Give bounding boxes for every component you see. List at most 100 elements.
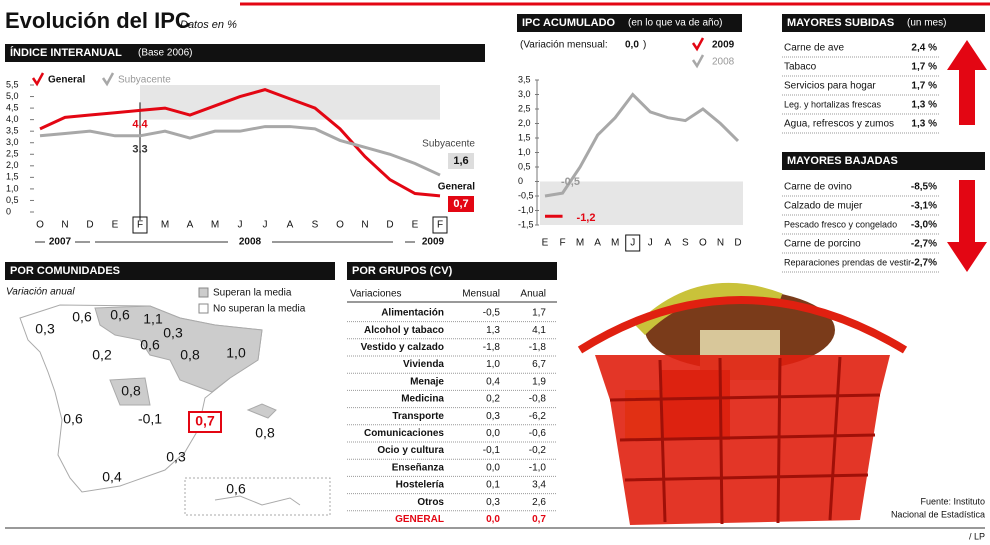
y-tick-label: 2,5 bbox=[518, 103, 531, 113]
region-value: 0,8 bbox=[180, 347, 200, 363]
list-label: Tabaco bbox=[784, 62, 817, 73]
row-label: Vivienda bbox=[403, 359, 444, 370]
row-label: Alimentación bbox=[381, 308, 444, 319]
header-bar bbox=[517, 14, 742, 32]
category-box bbox=[432, 216, 448, 234]
cell-value: 0,3 bbox=[486, 411, 500, 422]
cell-value: 4,1 bbox=[532, 325, 546, 336]
section-title: POR GRUPOS (CV) bbox=[352, 265, 453, 277]
legend-swatch bbox=[198, 303, 209, 314]
list-label: Servicios para hogar bbox=[784, 81, 876, 92]
region-value: 0,6 bbox=[110, 307, 130, 323]
y-tick-label: 4,0 bbox=[6, 114, 19, 124]
y-tick-label: 2,0 bbox=[518, 118, 531, 128]
region-value: 0,7 bbox=[195, 413, 215, 429]
map-region-above bbox=[109, 377, 151, 406]
list-value: 2,4 % bbox=[911, 43, 937, 54]
x-tick-label: J bbox=[630, 238, 635, 249]
region-value: 0,8 bbox=[121, 383, 141, 399]
y-tick-label: 1,5 bbox=[6, 172, 19, 182]
cell-value: 1,9 bbox=[532, 376, 546, 387]
row-label: Enseñanza bbox=[392, 462, 445, 473]
series-line bbox=[39, 88, 441, 198]
y-tick-label: 0,5 bbox=[6, 195, 19, 205]
section-title: MAYORES BAJADAS bbox=[787, 155, 898, 167]
list-label: Agua, refrescos y zumos bbox=[784, 119, 894, 130]
down-arrow bbox=[947, 180, 987, 272]
x-tick-label: N bbox=[61, 220, 68, 231]
list-value: -2,7% bbox=[911, 239, 937, 250]
section-note: (en lo que va de año) bbox=[628, 18, 723, 29]
x-tick-label: O bbox=[36, 220, 44, 231]
column-header: Mensual bbox=[462, 289, 500, 300]
category-box bbox=[625, 234, 641, 252]
cell-value: -0,6 bbox=[529, 428, 547, 439]
page-title: Evolución del IPC bbox=[5, 8, 191, 33]
section-title: MAYORES SUBIDAS bbox=[787, 17, 894, 29]
y-tick-label: -1,5 bbox=[518, 219, 534, 229]
x-tick-label: A bbox=[664, 238, 671, 249]
y-tick-label: 0 bbox=[6, 206, 11, 216]
list-label: Leg. y hortalizas frescas bbox=[784, 99, 882, 109]
year-label: 2009 bbox=[422, 237, 445, 248]
row-label: Vestido y calzado bbox=[361, 342, 444, 353]
basket-handle bbox=[577, 296, 908, 354]
monthly-value: 0,0 bbox=[625, 40, 639, 51]
legend-label: General bbox=[48, 75, 85, 86]
x-tick-label: S bbox=[312, 220, 319, 231]
monthly-note: (Variación mensual: bbox=[520, 40, 608, 51]
y-tick-label: 2,5 bbox=[6, 149, 19, 159]
region-value: 0,2 bbox=[92, 347, 112, 363]
header-bar bbox=[782, 14, 985, 32]
section-title: POR COMUNIDADES bbox=[10, 265, 120, 277]
x-tick-label: N bbox=[717, 238, 724, 249]
legend-icon bbox=[31, 72, 45, 87]
cell-value: 0,0 bbox=[486, 428, 500, 439]
cell-value: 0,1 bbox=[486, 480, 500, 491]
map-island bbox=[246, 403, 277, 419]
legend-icon bbox=[101, 72, 115, 87]
x-tick-label: F bbox=[137, 220, 143, 231]
legend-label: 2008 bbox=[712, 57, 735, 68]
row-label: Hostelería bbox=[396, 480, 445, 491]
monthly-note-end: ) bbox=[643, 40, 646, 51]
cell-value: -1,8 bbox=[529, 342, 547, 353]
x-tick-label: A bbox=[187, 220, 194, 231]
map-region-above bbox=[94, 305, 263, 393]
x-tick-label: D bbox=[86, 220, 93, 231]
source: Nacional de Estadística bbox=[891, 509, 985, 519]
value-label: 3,3 bbox=[132, 144, 147, 156]
region-value: 0,6 bbox=[72, 309, 92, 325]
section-title: ÍNDICE INTERANUAL bbox=[10, 46, 122, 59]
x-tick-label: O bbox=[699, 238, 707, 249]
region-value: 1,1 bbox=[143, 311, 163, 327]
end-series-name: Subyacente bbox=[422, 139, 475, 150]
series-line bbox=[544, 92, 740, 198]
cell-value: 2,6 bbox=[532, 497, 546, 508]
highlight-box bbox=[188, 411, 222, 433]
y-tick-label: 2,0 bbox=[6, 160, 19, 170]
plot-shade bbox=[540, 181, 743, 225]
end-label: 1,6 bbox=[453, 155, 468, 167]
legend-icon bbox=[691, 37, 705, 52]
end-label: 0,7 bbox=[453, 198, 468, 210]
y-tick-label: 4,5 bbox=[6, 102, 19, 112]
value-label: -0,5 bbox=[561, 176, 580, 188]
x-tick-label: A bbox=[594, 238, 601, 249]
region-value: 0,4 bbox=[102, 469, 122, 485]
cell-value: -0,1 bbox=[483, 445, 501, 456]
legend-label: Superan la media bbox=[213, 288, 292, 299]
list-label: Carne de porcino bbox=[784, 239, 861, 250]
list-value: -3,1% bbox=[911, 201, 937, 212]
list-value: 1,3 % bbox=[911, 119, 937, 130]
x-tick-label: D bbox=[386, 220, 393, 231]
x-tick-label: M bbox=[611, 238, 619, 249]
map-inset bbox=[184, 477, 331, 516]
y-tick-label: 1,5 bbox=[518, 132, 531, 142]
region-value: 0,8 bbox=[255, 425, 275, 441]
cell-value: 1,3 bbox=[486, 325, 500, 336]
x-tick-label: E bbox=[542, 238, 549, 249]
region-value: 0,3 bbox=[35, 321, 55, 337]
end-label-box bbox=[448, 153, 474, 169]
region-value: 0,3 bbox=[166, 449, 186, 465]
